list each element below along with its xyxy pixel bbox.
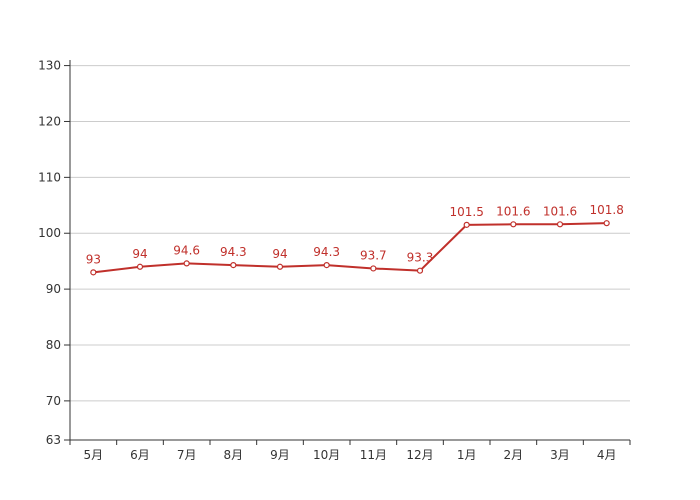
y-tick-label: 110 xyxy=(38,170,61,184)
data-point xyxy=(183,260,190,267)
x-tick-label: 5月 xyxy=(84,448,104,462)
x-tick-label: 2月 xyxy=(504,448,524,462)
y-tick-label: 100 xyxy=(38,226,61,240)
data-point xyxy=(510,221,517,228)
data-label: 94.3 xyxy=(220,245,247,259)
data-labels: 93 94 94.6 94.3 94 94.3 93.7 93.3 101.5 101.6 101.… xyxy=(86,203,624,266)
x-tick-label: 10月 xyxy=(313,448,340,462)
x-tick-label: 7月 xyxy=(177,448,197,462)
data-point xyxy=(323,261,330,269)
x-tick-label: 9月 xyxy=(270,448,290,462)
series-line xyxy=(93,222,607,274)
data-label: 93 xyxy=(86,252,101,266)
data-label: 94.3 xyxy=(313,245,340,259)
data-label: 101.6 xyxy=(543,204,577,218)
x-tick-label: 8月 xyxy=(224,448,244,462)
y-tick-label: 120 xyxy=(38,114,61,128)
axes xyxy=(69,60,630,441)
data-point xyxy=(370,265,377,272)
data-point xyxy=(463,221,470,228)
data-label: 93.3 xyxy=(407,251,434,265)
grid-lines xyxy=(70,65,630,402)
y-axis-ticks: 63 70 80 90 100 110 120 130 xyxy=(38,59,70,447)
data-label: 101.8 xyxy=(589,203,623,217)
data-point xyxy=(230,261,237,269)
data-label: 94 xyxy=(272,247,287,261)
data-label: 101.6 xyxy=(496,204,530,218)
data-label: 93.7 xyxy=(360,248,387,262)
series-group xyxy=(90,220,610,276)
data-point xyxy=(556,221,564,228)
x-tick-label: 4月 xyxy=(597,448,617,462)
y-tick-label: 63 xyxy=(46,433,61,447)
data-point xyxy=(603,220,610,227)
data-label: 94.6 xyxy=(173,243,200,257)
x-axis-ticks: 5月 6月 7月 8月 9月 10月 11月 12月 1月 2月 3月 4月 xyxy=(69,440,631,462)
data-label: 101.5 xyxy=(449,205,483,219)
y-tick-label: 80 xyxy=(46,338,61,352)
y-tick-label: 70 xyxy=(46,394,61,408)
data-point xyxy=(276,263,284,270)
y-tick-label: 130 xyxy=(38,59,61,73)
data-label: 94 xyxy=(132,247,147,261)
x-tick-label: 12月 xyxy=(406,448,433,462)
y-tick-label: 90 xyxy=(46,282,61,296)
data-point xyxy=(416,267,424,274)
data-point xyxy=(90,269,97,276)
x-tick-label: 3月 xyxy=(550,448,570,462)
x-tick-label: 6月 xyxy=(130,448,150,462)
x-tick-label: 1月 xyxy=(457,448,477,462)
data-point xyxy=(136,263,144,270)
x-tick-label: 11月 xyxy=(360,448,387,462)
